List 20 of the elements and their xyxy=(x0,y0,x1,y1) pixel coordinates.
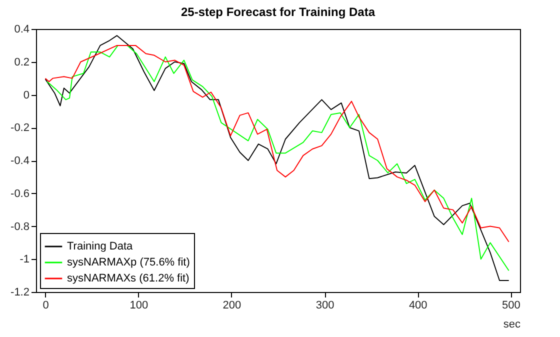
y-tick-label: 0.2 xyxy=(14,56,30,68)
y-tick-label: -0.4 xyxy=(10,155,30,167)
x-tick-label: 500 xyxy=(502,300,520,312)
y-tick-label: 0 xyxy=(23,89,30,102)
y-tick-label: -0.2 xyxy=(10,122,30,134)
legend-label: sysNARMAXs (61.2% fit) xyxy=(67,272,190,284)
x-tick-label: 200 xyxy=(222,300,242,312)
y-tick-label: 0.4 xyxy=(14,24,30,36)
x-axis-title: sec xyxy=(503,318,521,330)
y-tick-label: -1 xyxy=(20,254,30,266)
x-tick-label: 400 xyxy=(408,300,428,312)
legend-label: sysNARMAXp (75.6% fit) xyxy=(67,256,190,268)
y-tick-label: -1.2 xyxy=(10,286,30,298)
y-tick-label: -0.6 xyxy=(10,188,30,200)
y-tick-label: -0.8 xyxy=(10,220,30,233)
legend-label: Training Data xyxy=(67,240,134,252)
x-tick-label: 300 xyxy=(316,300,334,312)
x-tick-label: 100 xyxy=(130,300,148,312)
x-tick-label: 0 xyxy=(42,300,49,312)
chart-title: 25-step Forecast for Training Data xyxy=(180,5,376,19)
